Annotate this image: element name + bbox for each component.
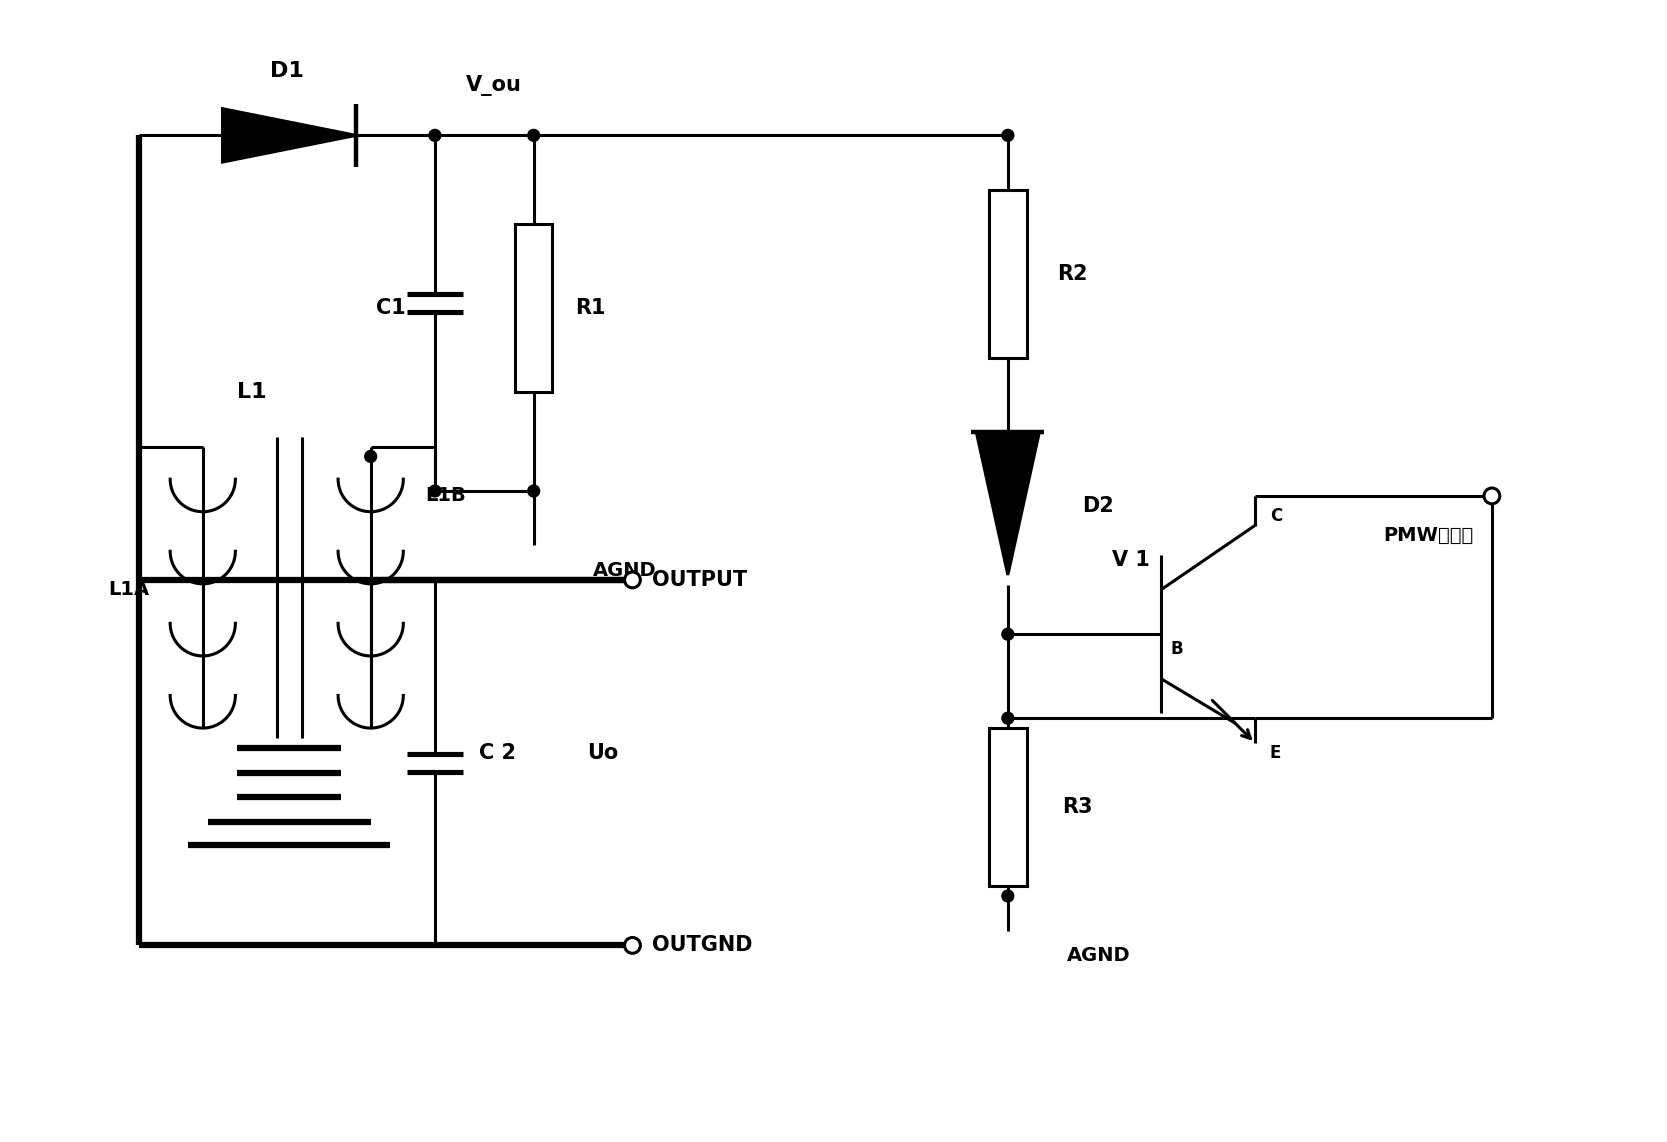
Circle shape — [625, 572, 640, 588]
Text: PMW控制器: PMW控制器 — [1384, 526, 1474, 545]
Polygon shape — [977, 432, 1040, 574]
Circle shape — [428, 129, 440, 142]
Text: L1A: L1A — [108, 580, 150, 600]
Text: L1: L1 — [237, 383, 267, 402]
Text: E: E — [1270, 743, 1280, 762]
Text: D2: D2 — [1082, 496, 1114, 516]
Text: D1: D1 — [270, 62, 303, 81]
Circle shape — [625, 938, 640, 954]
Polygon shape — [989, 729, 1027, 886]
Text: C 2: C 2 — [480, 742, 517, 763]
Circle shape — [528, 129, 540, 142]
Text: C: C — [1270, 507, 1282, 524]
Text: L1B: L1B — [425, 486, 465, 506]
Text: OUTGND: OUTGND — [652, 935, 753, 956]
Text: B: B — [1170, 640, 1184, 658]
Circle shape — [1002, 713, 1014, 724]
Text: AGND: AGND — [1067, 946, 1130, 965]
Circle shape — [428, 485, 440, 497]
Text: V 1: V 1 — [1112, 550, 1150, 570]
Text: C1: C1 — [375, 298, 405, 319]
Text: R1: R1 — [575, 298, 605, 319]
Text: OUTPUT: OUTPUT — [652, 570, 747, 590]
Polygon shape — [222, 108, 355, 162]
Circle shape — [528, 485, 540, 497]
Circle shape — [1484, 488, 1500, 504]
Text: R3: R3 — [1062, 797, 1092, 817]
Text: V_ou: V_ou — [467, 75, 522, 96]
Text: Uo: Uo — [587, 742, 618, 763]
Circle shape — [1002, 628, 1014, 641]
Circle shape — [1002, 890, 1014, 902]
Text: R2: R2 — [1057, 264, 1089, 283]
Polygon shape — [515, 224, 552, 392]
Text: AGND: AGND — [593, 561, 657, 579]
Circle shape — [365, 450, 377, 463]
Polygon shape — [989, 190, 1027, 357]
Circle shape — [1002, 129, 1014, 142]
